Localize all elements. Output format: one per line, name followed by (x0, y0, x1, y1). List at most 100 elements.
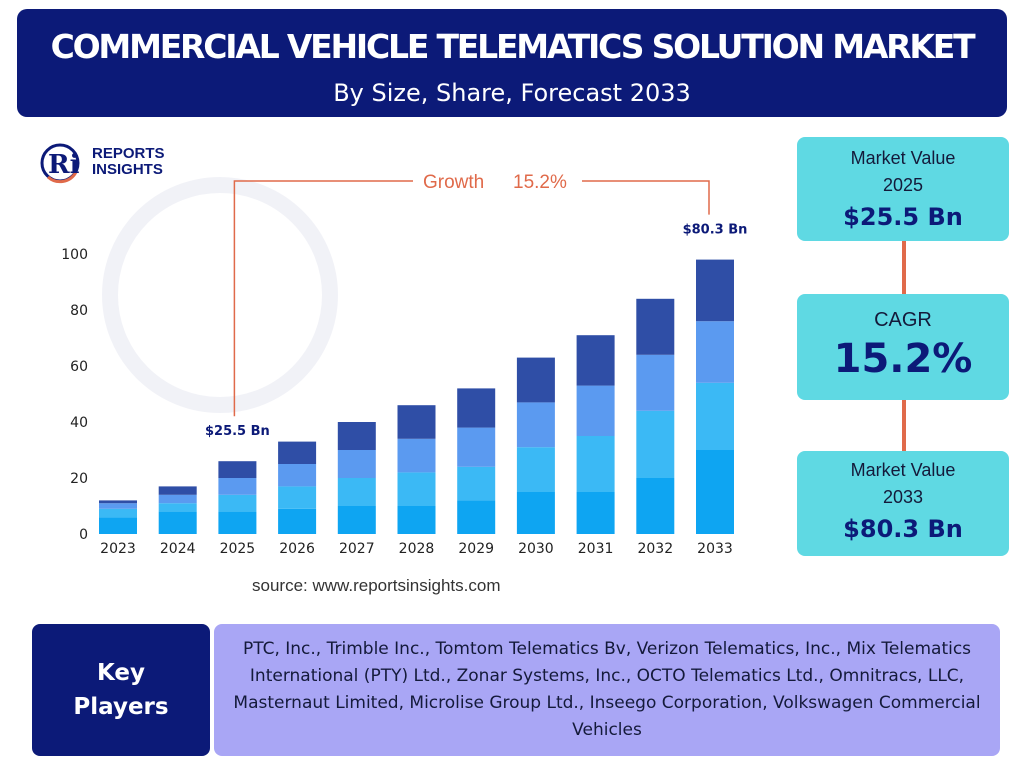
growth-label: Growth (423, 172, 484, 193)
bar-segment (218, 494, 257, 512)
card-value: 15.2% (833, 336, 973, 382)
bar-segment (99, 508, 137, 518)
card-connector-1 (902, 241, 906, 294)
bar-segment (278, 464, 317, 487)
card-label: Market Value 2025 (797, 137, 1009, 199)
y-tick-label: 80 (70, 303, 88, 319)
card-label-line: Market Value (850, 460, 956, 480)
bar-series (99, 259, 734, 534)
bar-segment (278, 486, 317, 509)
bar-segment (337, 506, 376, 534)
growth-line-right (582, 180, 710, 215)
data-label: $80.3 Bn (683, 223, 748, 238)
data-label: $25.5 Bn (205, 424, 270, 439)
key-players-list: PTC, Inc., Trimble Inc., Tomtom Telemati… (214, 624, 1000, 756)
page-subtitle: By Size, Share, Forecast 2033 (333, 79, 691, 107)
y-axis: 0 20 40 60 80 100 (61, 247, 88, 543)
x-tick-label: 2028 (399, 541, 435, 557)
bar-segment (696, 382, 734, 450)
bar-segment (218, 461, 257, 478)
bar-segment (99, 517, 137, 534)
page-title: COMMERCIAL VEHICLE TELEMATICS SOLUTION M… (50, 27, 976, 66)
bar-segment (158, 503, 197, 512)
bar-segment (397, 472, 436, 506)
bar-segment (397, 506, 436, 534)
bar-segment (278, 508, 317, 534)
bar-annotations: $25.5 Bn $80.3 Bn (205, 223, 747, 440)
bar-segment (397, 405, 436, 439)
growth-value: 15.2% (513, 172, 567, 193)
bar-segment (636, 354, 675, 411)
bar-segment (158, 511, 197, 534)
bar-segment (158, 486, 197, 495)
market-value-2025-card: Market Value 2025 $25.5 Bn (797, 137, 1009, 241)
growth-line-left (233, 180, 413, 417)
bar-segment (636, 410, 675, 478)
bar-segment (696, 321, 734, 383)
bar-segment (636, 478, 675, 534)
x-tick-label: 2026 (279, 541, 315, 557)
y-tick-label: 20 (70, 471, 88, 487)
bar-segment (576, 335, 615, 386)
card-value: $80.3 Bn (843, 515, 963, 543)
card-label: CAGR (874, 309, 932, 331)
bar-segment (397, 438, 436, 473)
x-tick-label: 2029 (458, 541, 494, 557)
y-tick-label: 40 (70, 415, 88, 431)
y-tick-label: 100 (61, 247, 88, 263)
bar-segment (158, 494, 197, 504)
bar-segment (516, 492, 555, 534)
x-tick-label: 2032 (637, 541, 673, 557)
card-label-line: 2033 (882, 487, 924, 507)
logo-line-1: REPORTS (92, 145, 165, 162)
bar-segment (457, 466, 496, 501)
source-text: source: www.reportsinsights.com (252, 576, 501, 595)
card-label-line: 2025 (882, 175, 924, 195)
bar-segment (576, 436, 615, 492)
logo-line-2: INSIGHTS (92, 161, 163, 178)
x-axis: 2023 2024 2025 2026 2027 2028 2029 2030 2031 2032… (100, 541, 733, 557)
growth-bracket: Growth 15.2% (233, 172, 710, 417)
key-players-heading-line: Key (96, 660, 145, 686)
bar-segment (516, 402, 555, 448)
bar-segment (218, 511, 257, 534)
x-tick-label: 2024 (160, 541, 196, 557)
y-tick-label: 60 (70, 359, 88, 375)
bar-segment (516, 357, 555, 403)
x-tick-label: 2030 (518, 541, 554, 557)
bar-segment (457, 427, 496, 467)
x-tick-label: 2025 (220, 541, 256, 557)
logo-mark: Ri (48, 150, 80, 180)
bar-segment (337, 422, 376, 450)
bar-segment (99, 503, 137, 509)
x-tick-label: 2031 (578, 541, 614, 557)
bar-segment (99, 500, 137, 504)
key-players-text: PTC, Inc., Trimble Inc., Tomtom Telemati… (233, 639, 981, 740)
bar-segment (457, 388, 496, 428)
header-banner: COMMERCIAL VEHICLE TELEMATICS SOLUTION M… (17, 9, 1007, 117)
market-value-2033-card: Market Value 2033 $80.3 Bn (797, 451, 1009, 556)
card-connector-2 (902, 400, 906, 451)
card-label-line: Market Value (850, 148, 956, 168)
bar-segment (696, 450, 734, 534)
bar-segment (576, 385, 615, 436)
card-label: Market Value 2033 (797, 451, 1009, 511)
x-tick-label: 2027 (339, 541, 375, 557)
bar-segment (278, 441, 317, 464)
bar-segment (218, 478, 257, 495)
bar-segment (457, 500, 496, 534)
x-tick-label: 2023 (100, 541, 136, 557)
y-tick-label: 0 (79, 527, 88, 543)
key-players-heading: Key Players (32, 624, 210, 756)
key-players-heading-line: Players (73, 694, 169, 720)
x-tick-label: 2033 (697, 541, 733, 557)
reports-insights-logo-icon: Ri (40, 143, 80, 184)
bar-segment (636, 298, 675, 355)
cagr-card: CAGR 15.2% (797, 294, 1009, 400)
bar-segment (516, 447, 555, 492)
bar-segment (576, 492, 615, 534)
bar-segment (337, 450, 376, 478)
logo-text: REPORTS INSIGHTS (92, 146, 165, 178)
card-value: $25.5 Bn (843, 203, 963, 231)
